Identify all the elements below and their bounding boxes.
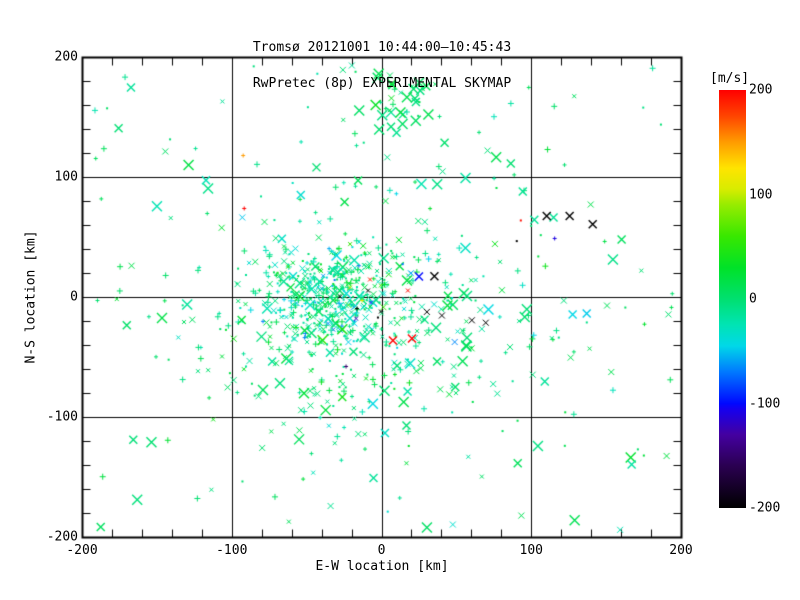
colorbar-tick-label: 0 (749, 291, 757, 307)
y-tick-label: 200 (54, 49, 78, 65)
colorbar-tick-label: 100 (749, 187, 773, 202)
x-tick-label: 200 (669, 543, 693, 558)
velocity-colorbar (719, 90, 746, 508)
plot-title-line1: Tromsø 20121001 10:44:00–10:45:43 (252, 40, 512, 55)
x-tick-label: -200 (66, 543, 98, 558)
y-tick-label: -100 (46, 409, 78, 425)
colorbar-tick-label: -100 (749, 396, 781, 411)
plot-title-line2: RwPretec (8p) EXPERIMENTAL SKYMAP (252, 76, 512, 91)
colorbar-tick-label: 200 (749, 82, 773, 98)
y-tick-label: -200 (46, 529, 78, 545)
colorbar-unit-label: [m/s] (710, 71, 750, 86)
x-tick-label: -100 (216, 543, 248, 558)
y-tick-label: 0 (70, 289, 78, 305)
x-axis-title: E-W location [km] (315, 559, 449, 574)
y-tick-label: 100 (54, 169, 78, 185)
x-tick-label: 100 (519, 543, 543, 558)
y-axis-title: N-S location [km] (23, 230, 39, 364)
x-tick-label: 0 (377, 543, 386, 558)
colorbar-tick-label: -200 (749, 500, 781, 516)
plot-title: Tromsø 20121001 10:44:00–10:45:43 RwPret… (82, 18, 682, 114)
